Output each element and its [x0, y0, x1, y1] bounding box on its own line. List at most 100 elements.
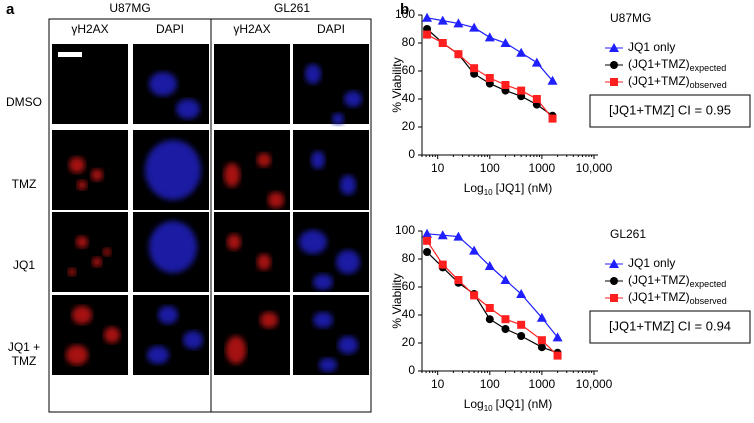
marker	[517, 86, 526, 95]
nucleus	[305, 64, 321, 84]
marker	[609, 43, 619, 52]
x-tick-label: 1000	[529, 161, 556, 175]
marker	[422, 12, 433, 22]
stain: γH2AX	[71, 22, 108, 36]
marker	[470, 64, 479, 73]
stain: DAPI	[317, 22, 345, 36]
marker	[500, 275, 511, 284]
annotation: [JQ1+TMZ] CI = 0.94	[609, 318, 731, 333]
treatment: DMSO	[6, 95, 42, 109]
nucleus	[340, 175, 356, 195]
nucleus	[260, 312, 278, 328]
marker	[536, 312, 547, 322]
marker	[485, 315, 494, 324]
legend-label: JQ1 only	[628, 40, 675, 54]
marker	[501, 81, 510, 89]
nucleus	[311, 151, 325, 169]
panel-frame	[48, 18, 372, 413]
micrograph	[52, 130, 128, 210]
marker	[537, 336, 546, 345]
nucleus	[91, 169, 103, 181]
nucleus	[313, 274, 333, 290]
legend-sub: observed	[690, 296, 727, 306]
nucleus	[158, 306, 178, 324]
marker	[548, 114, 557, 123]
marker	[423, 30, 432, 39]
marker	[422, 228, 433, 238]
marker	[485, 304, 494, 312]
micrographs	[52, 44, 369, 375]
y-tick-label: 0	[408, 147, 415, 161]
x-axis-title: Log10 [JQ1] (nM)	[464, 181, 553, 197]
y-tick-label: 40	[402, 91, 416, 105]
nucleus	[149, 221, 197, 273]
y-tick-label: 20	[402, 119, 416, 133]
nucleus	[332, 113, 344, 125]
nucleus	[224, 163, 240, 187]
x-title-sub: 10	[484, 404, 493, 413]
nucleus	[338, 336, 358, 354]
marker	[437, 15, 448, 25]
legend-name: (JQ1+TMZ)	[628, 290, 690, 304]
marker	[438, 39, 447, 47]
marker	[501, 315, 510, 324]
marker	[547, 75, 558, 85]
nucleus	[68, 268, 76, 276]
annotation-box	[589, 310, 751, 344]
legend-label: (JQ1+TMZ)observed	[628, 74, 727, 90]
nucleus	[145, 140, 201, 200]
series-line	[426, 17, 553, 82]
y-tick-label: 80	[402, 35, 416, 49]
nucleus	[76, 236, 88, 248]
cell-line: U87MG	[109, 1, 150, 15]
marker	[610, 78, 618, 86]
nucleus	[66, 345, 88, 365]
legend-name: (JQ1+TMZ)	[628, 273, 690, 287]
marker	[454, 50, 463, 59]
y-tick-label: 80	[402, 251, 416, 265]
stain: γH2AX	[233, 22, 270, 36]
nucleus	[103, 248, 111, 256]
marker	[516, 289, 527, 298]
x-title-text: Log	[464, 181, 484, 195]
nucleus	[299, 230, 327, 254]
marker	[610, 294, 618, 302]
annotation-box	[589, 94, 751, 128]
x-tick-label: 100	[480, 377, 500, 391]
marker	[517, 320, 526, 329]
marker	[469, 245, 480, 255]
legend-name: (JQ1+TMZ)	[628, 74, 690, 88]
y-tick-label: 40	[402, 307, 416, 321]
legend-sub: observed	[690, 80, 727, 90]
marker	[453, 231, 464, 241]
y-tick-label: 20	[402, 335, 416, 349]
marker	[484, 261, 495, 270]
marker	[469, 22, 480, 32]
x-tick-label: 10,000	[576, 161, 613, 175]
marker	[437, 230, 448, 240]
x-title-text: Log	[464, 397, 484, 411]
x-tick-label: 10	[431, 161, 445, 175]
nucleus	[227, 234, 241, 250]
marker	[423, 248, 432, 256]
chart-subtitle: GL261	[610, 227, 646, 241]
nucleus	[336, 250, 360, 274]
marker	[423, 236, 432, 245]
marker	[470, 291, 479, 300]
treatment: TMZ	[11, 177, 37, 191]
marker	[531, 57, 542, 67]
legend-name: JQ1 only	[628, 40, 675, 54]
marker	[610, 277, 618, 285]
marker	[537, 343, 546, 352]
marker	[517, 332, 526, 340]
panel-label: a	[6, 1, 15, 18]
nucleus	[176, 99, 200, 119]
marker	[485, 74, 494, 82]
nucleus	[183, 331, 203, 349]
marker	[453, 18, 464, 28]
x-tick-label: 10,000	[576, 377, 613, 391]
panel-label: b	[400, 1, 409, 18]
nucleus	[77, 180, 87, 190]
